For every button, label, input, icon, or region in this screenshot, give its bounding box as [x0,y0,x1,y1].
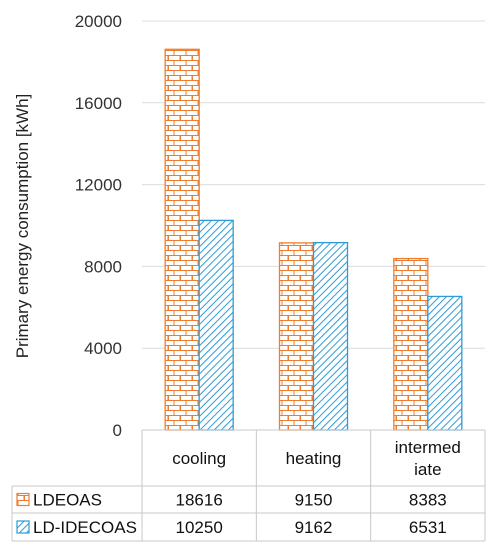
y-axis-ticks: 0 4000 8000 12000 16000 20000 [75,12,122,440]
bar-ld-idecoas-0 [198,219,234,431]
table-value: 9162 [295,518,333,537]
bar-ldeoas-2 [393,257,429,431]
legend-swatch [16,520,30,534]
bar-ldeoas-1 [278,242,315,431]
y-tick-label: 12000 [75,176,122,195]
y-tick-label: 16000 [75,94,122,113]
bar-ld-idecoas-1 [312,241,349,431]
category-label: iate [414,460,441,479]
category-label: cooling [172,449,226,468]
category-label: intermed [395,438,461,457]
y-tick-label: 8000 [84,257,122,276]
series-name: LDEOAS [33,491,102,510]
table-value: 8383 [409,491,447,510]
table-value: 6531 [409,518,447,537]
y-tick-label: 20000 [75,12,122,31]
bar-ldeoas-0 [164,48,200,431]
table-value: 18616 [176,491,223,510]
legend-swatch [16,492,30,507]
series-name: LD-IDECOAS [33,518,137,537]
data-table: cooling heating intermed iate LDEOAS 18616 915… [11,429,486,542]
y-tick-label: 0 [113,421,122,440]
bars [164,48,463,431]
table-value: 9150 [295,491,333,510]
bar-ld-idecoas-2 [427,295,463,431]
y-axis-label: Primary energy consumption [kWh] [13,94,32,359]
y-tick-label: 4000 [84,339,122,358]
category-label: heating [286,449,342,468]
table-value: 10250 [176,518,223,537]
